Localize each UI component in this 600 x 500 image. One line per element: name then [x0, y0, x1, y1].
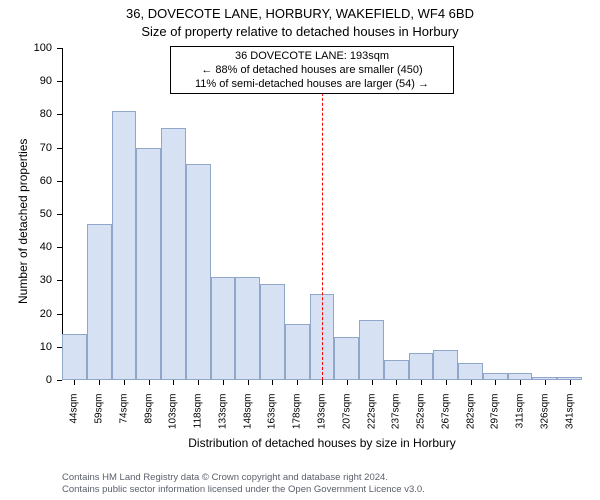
- x-tick: [495, 380, 496, 385]
- info-line3: 11% of semi-detached houses are larger (…: [177, 77, 447, 91]
- property-marker-line: [322, 48, 323, 380]
- x-tick: [446, 380, 447, 385]
- x-tick-label: 237sqm: [391, 394, 402, 442]
- y-tick: [57, 114, 62, 115]
- y-tick-label: 100: [22, 42, 52, 54]
- histogram-bar: [433, 350, 458, 380]
- x-tick: [297, 380, 298, 385]
- x-tick-label: 252sqm: [416, 394, 427, 442]
- x-tick-label: 178sqm: [292, 394, 303, 442]
- y-tick-label: 30: [22, 274, 52, 286]
- x-tick-label: 267sqm: [440, 394, 451, 442]
- histogram-bar: [62, 334, 87, 380]
- attribution-line1: Contains HM Land Registry data © Crown c…: [62, 472, 425, 484]
- histogram-bar: [112, 111, 137, 380]
- x-tick-label: 222sqm: [366, 394, 377, 442]
- x-tick: [570, 380, 571, 385]
- y-tick: [57, 380, 62, 381]
- x-tick: [248, 380, 249, 385]
- x-tick: [372, 380, 373, 385]
- x-tick-label: 118sqm: [193, 394, 204, 442]
- y-tick: [57, 214, 62, 215]
- x-tick: [396, 380, 397, 385]
- x-tick-label: 44sqm: [69, 394, 80, 442]
- y-tick: [57, 148, 62, 149]
- histogram-bar: [483, 373, 508, 380]
- histogram-bar: [458, 363, 483, 380]
- x-tick-label: 297sqm: [490, 394, 501, 442]
- x-tick: [173, 380, 174, 385]
- x-tick-label: 311sqm: [515, 394, 526, 442]
- x-tick: [99, 380, 100, 385]
- y-tick-label: 80: [22, 108, 52, 120]
- y-axis-line: [62, 48, 63, 380]
- y-tick: [57, 280, 62, 281]
- histogram-bar: [211, 277, 236, 380]
- histogram-bar: [409, 353, 434, 380]
- x-tick-label: 133sqm: [217, 394, 228, 442]
- y-tick: [57, 48, 62, 49]
- histogram-bar: [285, 324, 310, 380]
- y-tick-label: 50: [22, 208, 52, 220]
- histogram-bar: [235, 277, 260, 380]
- y-tick-label: 90: [22, 75, 52, 87]
- x-tick-label: 148sqm: [242, 394, 253, 442]
- x-tick-label: 326sqm: [539, 394, 550, 442]
- histogram-bar: [359, 320, 384, 380]
- x-tick: [322, 380, 323, 385]
- x-tick-label: 74sqm: [118, 394, 129, 442]
- x-tick-label: 89sqm: [143, 394, 154, 442]
- y-tick: [57, 81, 62, 82]
- info-box: 36 DOVECOTE LANE: 193sqm ← 88% of detach…: [170, 46, 454, 94]
- x-tick: [545, 380, 546, 385]
- histogram-bar: [136, 148, 161, 380]
- x-tick: [272, 380, 273, 385]
- x-tick-label: 282sqm: [465, 394, 476, 442]
- x-tick: [124, 380, 125, 385]
- y-tick-label: 40: [22, 241, 52, 253]
- histogram-bar: [508, 373, 533, 380]
- chart-container: 36, DOVECOTE LANE, HORBURY, WAKEFIELD, W…: [0, 0, 600, 500]
- y-tick-label: 20: [22, 308, 52, 320]
- x-tick-label: 103sqm: [168, 394, 179, 442]
- info-line2: ← 88% of detached houses are smaller (45…: [177, 63, 447, 77]
- attribution: Contains HM Land Registry data © Crown c…: [62, 472, 425, 496]
- x-tick-label: 59sqm: [94, 394, 105, 442]
- attribution-line2: Contains public sector information licen…: [62, 484, 425, 496]
- histogram-bar: [161, 128, 186, 380]
- histogram-bar: [384, 360, 409, 380]
- histogram-bar: [186, 164, 211, 380]
- x-tick: [471, 380, 472, 385]
- plot-area: [62, 48, 582, 380]
- x-tick: [198, 380, 199, 385]
- x-tick: [520, 380, 521, 385]
- histogram-bar: [87, 224, 112, 380]
- x-tick-label: 163sqm: [267, 394, 278, 442]
- y-tick: [57, 181, 62, 182]
- chart-title-line1: 36, DOVECOTE LANE, HORBURY, WAKEFIELD, W…: [0, 6, 600, 21]
- histogram-bar: [334, 337, 359, 380]
- x-tick: [149, 380, 150, 385]
- x-tick-label: 341sqm: [564, 394, 575, 442]
- x-tick: [421, 380, 422, 385]
- x-tick: [223, 380, 224, 385]
- y-tick-label: 0: [22, 374, 52, 386]
- y-tick-label: 60: [22, 175, 52, 187]
- histogram-bar: [260, 284, 285, 380]
- y-tick: [57, 247, 62, 248]
- y-tick-label: 10: [22, 341, 52, 353]
- x-tick: [74, 380, 75, 385]
- x-tick: [347, 380, 348, 385]
- x-tick-label: 207sqm: [341, 394, 352, 442]
- y-tick: [57, 314, 62, 315]
- chart-title-line2: Size of property relative to detached ho…: [0, 24, 600, 39]
- y-tick-label: 70: [22, 142, 52, 154]
- x-tick-label: 193sqm: [317, 394, 328, 442]
- info-line1: 36 DOVECOTE LANE: 193sqm: [177, 49, 447, 63]
